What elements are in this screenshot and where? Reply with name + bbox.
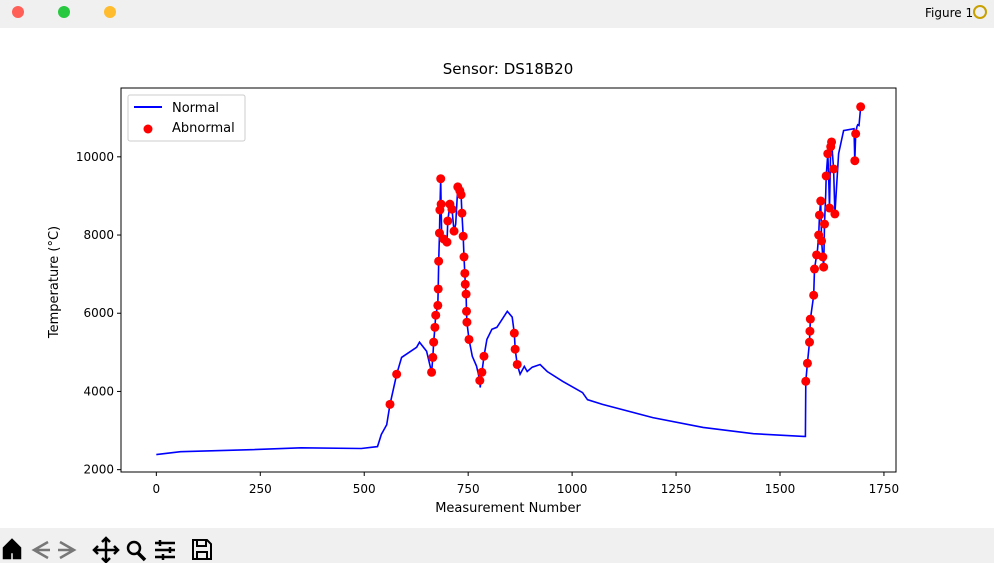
x-tick-label: 1000 [557, 482, 588, 496]
data-point [824, 203, 834, 213]
x-tick-label: 1250 [661, 482, 692, 496]
x-tick-label: 500 [353, 482, 376, 496]
data-point [814, 210, 824, 220]
y-tick-label: 4000 [83, 384, 114, 398]
data-point [810, 264, 820, 274]
legend-label: Abnormal [172, 121, 235, 136]
data-point [851, 129, 861, 139]
x-tick-label: 1500 [765, 482, 796, 496]
data-point [475, 375, 485, 385]
back-button[interactable] [31, 540, 50, 560]
y-tick-label: 8000 [83, 228, 114, 242]
data-point [479, 351, 489, 361]
data-point [805, 314, 815, 324]
data-point [462, 317, 472, 327]
minimize-button[interactable] [104, 6, 116, 18]
data-point [819, 262, 829, 272]
title-bar: Figure 1 [0, 0, 994, 28]
data-point [856, 102, 866, 112]
data-point [457, 208, 467, 218]
data-point [456, 190, 466, 200]
maximize-button[interactable] [58, 6, 70, 18]
save-button[interactable] [192, 539, 212, 560]
configure-button[interactable] [155, 540, 175, 560]
y-tick-label: 2000 [83, 463, 114, 477]
data-point [512, 359, 522, 369]
plot-frame [120, 87, 897, 473]
data-point [433, 300, 443, 310]
data-point [392, 369, 402, 379]
legend: Normal Abnormal [127, 94, 246, 142]
x-tick-label: 250 [249, 482, 272, 496]
data-point [802, 358, 812, 368]
toolbar [0, 528, 994, 563]
data-point [442, 237, 452, 247]
zoom-button[interactable] [126, 540, 147, 562]
data-point [801, 376, 811, 386]
data-point [449, 226, 459, 236]
data-point [447, 204, 457, 214]
data-point [805, 326, 815, 336]
data-point [431, 310, 441, 320]
x-tick-label: 0 [153, 482, 161, 496]
data-point [805, 337, 815, 347]
data-point [817, 236, 827, 246]
data-point [816, 196, 826, 206]
data-point [829, 164, 839, 174]
data-point [385, 399, 395, 409]
data-point [509, 328, 519, 338]
data-point [459, 252, 469, 262]
data-point [433, 284, 443, 294]
data-line [156, 106, 862, 456]
x-tick-label: 1750 [869, 482, 900, 496]
data-point [428, 352, 438, 362]
data-point [464, 334, 474, 344]
data-point [850, 156, 860, 166]
data-point [830, 209, 840, 219]
data-point [477, 367, 487, 377]
home-button[interactable] [2, 538, 22, 560]
data-point [434, 256, 444, 266]
data-point [821, 171, 831, 181]
data-point [458, 231, 468, 241]
y-axis-label: Temperature (°C) [47, 226, 62, 339]
legend-swatch [143, 124, 153, 134]
data-point [443, 216, 453, 226]
data-point [461, 289, 471, 299]
data-point [427, 367, 437, 377]
data-point [462, 306, 472, 316]
figure: Sensor: DS18B20 Measurement Number Tempe… [47, 60, 900, 516]
app-icon [973, 5, 987, 19]
data-point [436, 199, 446, 209]
x-tick-label: 750 [457, 482, 480, 496]
data-point [436, 174, 446, 184]
data-point [823, 149, 833, 159]
window-title: Figure 1 [925, 6, 973, 20]
chart-title: Sensor: DS18B20 [443, 60, 574, 78]
close-button[interactable] [12, 6, 24, 18]
y-tick-label: 10000 [76, 150, 114, 164]
data-point [819, 219, 829, 229]
data-point [809, 290, 819, 300]
x-axis-label: Measurement Number [435, 501, 581, 516]
forward-button[interactable] [58, 540, 77, 560]
data-point [818, 252, 828, 262]
data-point [510, 344, 520, 354]
data-point [460, 279, 470, 289]
data-point [827, 137, 837, 147]
data-point [460, 268, 470, 278]
pan-button[interactable] [92, 536, 120, 563]
legend-label: Normal [172, 101, 219, 116]
data-point [430, 322, 440, 332]
y-tick-label: 6000 [83, 306, 114, 320]
data-point [429, 337, 439, 347]
